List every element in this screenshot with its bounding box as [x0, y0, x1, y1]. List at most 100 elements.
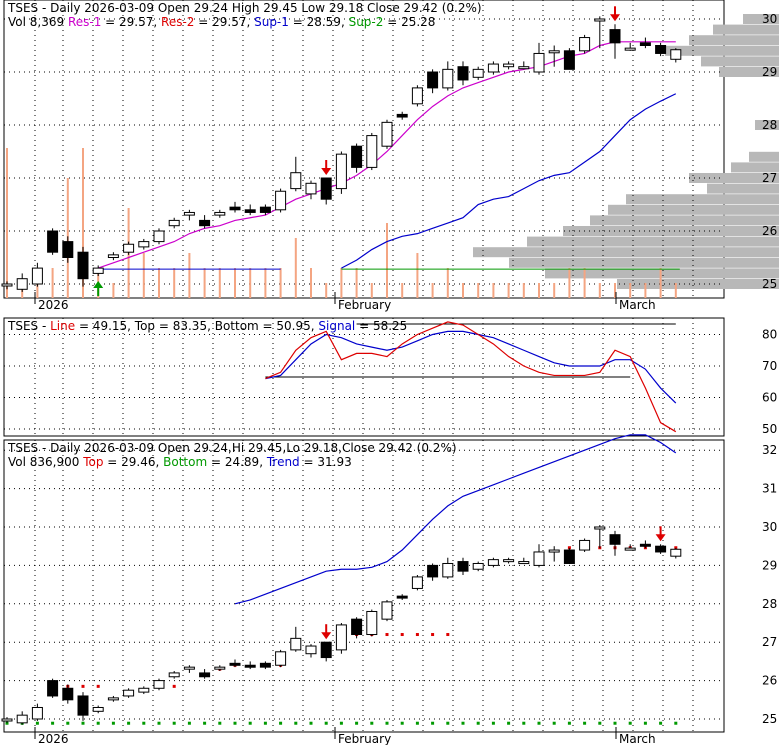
candle-body: [31, 706, 43, 720]
oscillator-y-tick-label: 60: [762, 391, 777, 405]
candle-body: [199, 672, 211, 678]
trend-y-tick-label: 25: [762, 712, 777, 726]
volume-profile-bar: [563, 226, 779, 236]
sup1-line: [341, 93, 677, 269]
volume-bar: [188, 253, 191, 298]
volume-bar: [674, 283, 677, 298]
oscillator-y-tick-label: 50: [762, 422, 777, 436]
oscillator-header-part: = 58.25: [355, 319, 407, 333]
candle-body: [366, 610, 378, 636]
candle-body: [655, 545, 667, 553]
candle-body: [229, 662, 241, 666]
candle-body: [320, 641, 332, 659]
volume-bar: [386, 223, 388, 298]
volume-profile-bar: [545, 268, 779, 279]
oscillator-panel: 80 70 60 50 TSES - Line = 49.15, Top = 83.35…: [3, 317, 777, 437]
bottom-dot: [279, 721, 283, 725]
bottom-dot: [111, 721, 115, 725]
candle-body: [670, 548, 682, 557]
volume-profile-bar: [617, 279, 779, 289]
candle-body: [594, 526, 606, 530]
volume-bar: [112, 283, 115, 298]
volume-bar: [340, 268, 343, 298]
price-header-line1: TSES - Daily 2026-03-09 Open 29.24 High …: [7, 1, 482, 15]
price-header-line2-part: Res-2: [161, 15, 194, 29]
volume-profile-bar: [707, 183, 779, 194]
oscillator-header: TSES - Line = 49.15, Top = 83.35, Bottom…: [7, 319, 407, 333]
candle-body: [92, 267, 104, 274]
price-header-line2-part: Sup-1: [254, 15, 289, 29]
candle-body: [229, 206, 241, 211]
volume-profile-bar: [743, 14, 779, 24]
candle-body: [1, 283, 13, 287]
price-x-tick-label: February: [338, 298, 391, 312]
volume-bar: [462, 283, 464, 298]
price-header-line2-part: Vol 8,369: [8, 15, 68, 29]
volume-bar: [294, 238, 297, 298]
volume-bar: [553, 283, 556, 298]
price-y-tick-label: 26: [762, 224, 777, 238]
bottom-dot: [339, 721, 343, 725]
price-header-line2-part: Sup-2: [349, 15, 384, 29]
volume-bar: [279, 268, 282, 298]
trend-x-tick-label: February: [338, 732, 391, 745]
volume-bar: [568, 268, 571, 298]
volume-profile-bar: [749, 151, 779, 162]
volume-bar: [614, 283, 616, 298]
volume-bar: [173, 268, 176, 298]
bottom-dot: [522, 721, 526, 725]
candle-body: [290, 172, 302, 190]
top-dot: [385, 633, 389, 637]
candle-body: [153, 680, 165, 689]
bottom-dot: [567, 721, 571, 725]
volume-profile-bar: [665, 45, 779, 56]
volume-profile-bar: [473, 247, 779, 258]
bottom-dot: [66, 721, 70, 725]
trend-header-line2: Vol 836,900 Top = 29.46, Bottom = 24.89,…: [8, 455, 352, 469]
price-header-line2-part: = 29.57,: [194, 15, 254, 29]
candle-body: [351, 145, 363, 168]
trend-y-tick-label: 32: [762, 443, 777, 457]
bottom-dot: [598, 721, 602, 725]
candle-body: [396, 595, 408, 599]
candle-body: [123, 689, 135, 697]
volume-bar: [598, 283, 601, 298]
bottom-dot: [507, 721, 511, 725]
down-arrow-icon: [655, 534, 666, 542]
candle-body: [609, 29, 621, 44]
volume-bar: [401, 283, 404, 298]
candle-body: [275, 190, 287, 211]
top-dot: [172, 684, 176, 688]
volume-profile-bar: [731, 162, 779, 173]
down-arrow-icon: [321, 632, 332, 640]
trend-line: [234, 434, 677, 605]
candle-body: [47, 680, 59, 697]
trend-panel: 32 31 30 29 28 27 26 25 2026 February March TSES - …: [1, 434, 777, 745]
volume-profile-bar: [527, 236, 779, 247]
volume-bar: [507, 283, 510, 298]
candle-body: [214, 666, 226, 670]
bottom-dot: [583, 721, 587, 725]
candle-body: [77, 695, 89, 716]
volume-profile-bar: [689, 35, 779, 46]
candle-body: [518, 561, 530, 565]
price-header-line2-part: = 29.57,: [101, 15, 161, 29]
trend-header-line1-part: TSES - Daily 2026-03-09 Open 29.24,Hi 29…: [7, 441, 457, 455]
candle-body: [259, 662, 271, 668]
volume-bar: [370, 283, 373, 298]
candle-body: [47, 230, 59, 253]
bottom-dot: [370, 721, 374, 725]
candle-body: [427, 71, 439, 89]
volume-bar: [51, 268, 54, 298]
oscillator-header-part: = 49.15, Top = 83.35, Bottom = 50.95,: [75, 319, 318, 333]
bottom-dot: [613, 721, 617, 725]
candle-body: [107, 254, 119, 259]
candle-body: [457, 561, 469, 572]
trend-header-line2-part: Trend: [266, 455, 300, 469]
candle-body: [639, 543, 651, 547]
candle-body: [487, 559, 499, 566]
candle-body: [624, 47, 636, 51]
candle-body: [138, 241, 150, 248]
price-header-line2: Vol 8,369 Res-1 = 29.57, Res-2 = 29.57, …: [8, 15, 435, 29]
